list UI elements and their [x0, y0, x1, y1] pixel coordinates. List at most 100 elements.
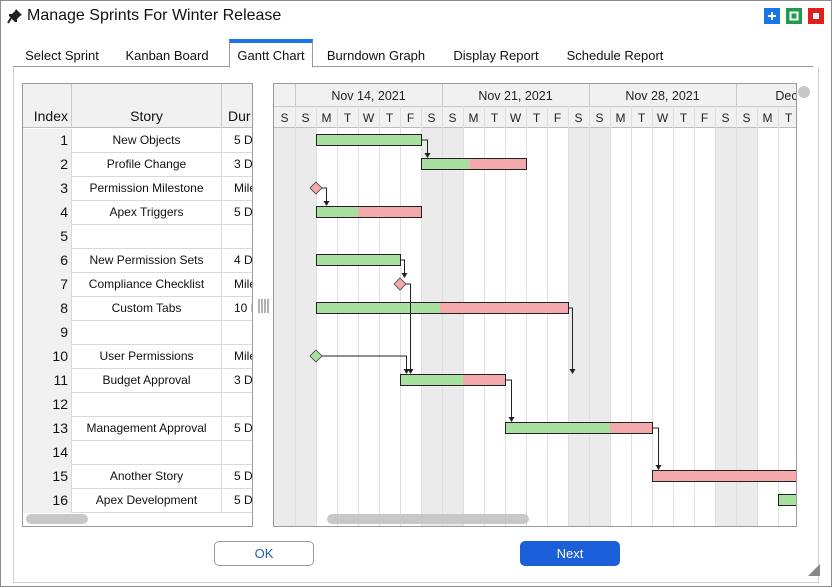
resize-grip-icon[interactable] — [807, 563, 821, 582]
task-bar-remaining — [610, 422, 652, 434]
task-bar-done — [400, 374, 463, 386]
header-story[interactable]: Story — [72, 84, 222, 128]
story-grid: Index Story Dur 1 New Objects 5 D 2 Profile … — [22, 83, 253, 527]
row-index: 3 — [23, 177, 72, 201]
row-index: 1 — [23, 129, 72, 153]
gantt-horizontal-scrollbar[interactable] — [327, 514, 529, 524]
tab-display-report[interactable]: Display Report — [453, 48, 539, 63]
weekend-shade — [589, 128, 610, 526]
dependency-link — [652, 427, 659, 469]
tab-kanban-board[interactable]: Kanban Board — [125, 48, 209, 63]
row-story — [72, 321, 222, 345]
ok-button[interactable]: OK — [214, 541, 314, 566]
row-index: 7 — [23, 273, 72, 297]
table-row[interactable]: 15 Another Story 5 D — [23, 465, 252, 489]
row-duration: 3 D — [222, 153, 252, 177]
dependency-arrow — [655, 465, 662, 470]
tab-content — [13, 67, 819, 583]
row-duration — [222, 393, 252, 417]
table-row[interactable]: 11 Budget Approval 3 D — [23, 369, 252, 393]
row-index: 15 — [23, 465, 72, 489]
row-duration: 5 D — [222, 417, 252, 441]
square-icon — [789, 11, 799, 21]
pin-icon[interactable] — [7, 8, 23, 29]
weekend-shade — [442, 128, 463, 526]
week-label: Nov 21, 2021 — [478, 89, 552, 103]
row-duration: 5 D — [222, 489, 252, 513]
dependency-arrow — [424, 153, 431, 158]
row-duration: 5 D — [222, 201, 252, 225]
dependency-link — [400, 259, 405, 277]
tab-select-sprint[interactable]: Select Sprint — [25, 48, 99, 63]
dependency-arrow — [508, 417, 515, 422]
row-index: 4 — [23, 201, 72, 225]
row-duration: 5 D — [222, 465, 252, 489]
row-story: Apex Triggers — [72, 201, 222, 225]
row-story: Management Approval — [72, 417, 222, 441]
row-duration: 3 D — [222, 369, 252, 393]
grid-horizontal-scrollbar[interactable] — [26, 514, 88, 524]
row-story: Profile Change — [72, 153, 222, 177]
vertical-scroll-thumb[interactable] — [798, 86, 810, 98]
day-letter: T — [638, 111, 646, 125]
day-letter: T — [344, 111, 352, 125]
row-index: 5 — [23, 225, 72, 249]
table-row[interactable]: 16 Apex Development 5 D — [23, 489, 252, 513]
table-row[interactable]: 14 — [23, 441, 252, 465]
row-index: 16 — [23, 489, 72, 513]
day-letter: S — [595, 111, 603, 125]
tab-burndown-graph[interactable]: Burndown Graph — [326, 48, 426, 63]
day-letter: T — [533, 111, 541, 125]
row-duration: Miles — [222, 273, 252, 297]
day-letter: W — [363, 111, 375, 125]
row-duration: Miles — [222, 345, 252, 369]
day-letter: F — [701, 111, 708, 125]
gantt-svg: Nov 14, 2021 Nov 21, 2021 Nov 28, 2021 Dec S… — [274, 84, 796, 526]
day-letter: S — [742, 111, 750, 125]
header-duration[interactable]: Dur — [228, 108, 251, 124]
restore-button[interactable] — [786, 8, 802, 24]
row-duration — [222, 441, 252, 465]
day-letter: T — [386, 111, 394, 125]
title-bar[interactable]: Manage Sprints For Winter Release — [1, 1, 831, 31]
table-row[interactable]: 4 Apex Triggers 5 D — [23, 201, 252, 225]
dependency-link — [322, 187, 327, 205]
row-story — [72, 225, 222, 249]
window-title: Manage Sprints For Winter Release — [27, 7, 282, 24]
row-index: 8 — [23, 297, 72, 321]
weekend-shade — [736, 128, 757, 526]
task-bar-done — [505, 422, 610, 434]
tab-bar: Select Sprint Kanban Board Gantt Chart B… — [13, 39, 813, 68]
header-index[interactable]: Index — [23, 84, 72, 128]
table-row[interactable]: 13 Management Approval 5 D — [23, 417, 252, 441]
next-button[interactable]: Next — [520, 541, 620, 566]
task-bar-done — [316, 302, 440, 314]
task-bar-outline — [778, 494, 796, 506]
day-letter: M — [469, 111, 479, 125]
dependency-arrow — [407, 369, 414, 374]
table-row[interactable]: 6 New Permission Sets 4 D — [23, 249, 252, 273]
tab-schedule-report[interactable]: Schedule Report — [566, 48, 664, 63]
tab-gantt-chart[interactable]: Gantt Chart — [229, 39, 313, 68]
table-row[interactable]: 8 Custom Tabs 10 I — [23, 297, 252, 321]
dependency-arrow — [403, 369, 410, 374]
table-row[interactable]: 9 — [23, 321, 252, 345]
day-letter: S — [721, 111, 729, 125]
day-letter: T — [680, 111, 688, 125]
gantt-vertical-scrollbar[interactable] — [797, 83, 811, 527]
table-row[interactable]: 1 New Objects 5 D — [23, 129, 252, 153]
row-index: 14 — [23, 441, 72, 465]
day-letter: S — [574, 111, 582, 125]
table-row[interactable]: 2 Profile Change 3 D — [23, 153, 252, 177]
row-index: 2 — [23, 153, 72, 177]
grid-header: Index Story Dur — [23, 84, 252, 128]
splitter-handle[interactable] — [257, 296, 269, 316]
maximize-button[interactable] — [764, 8, 780, 24]
table-row[interactable]: 12 — [23, 393, 252, 417]
table-row[interactable]: 5 — [23, 225, 252, 249]
close-button[interactable] — [808, 8, 824, 24]
task-bar-outline — [652, 470, 796, 482]
